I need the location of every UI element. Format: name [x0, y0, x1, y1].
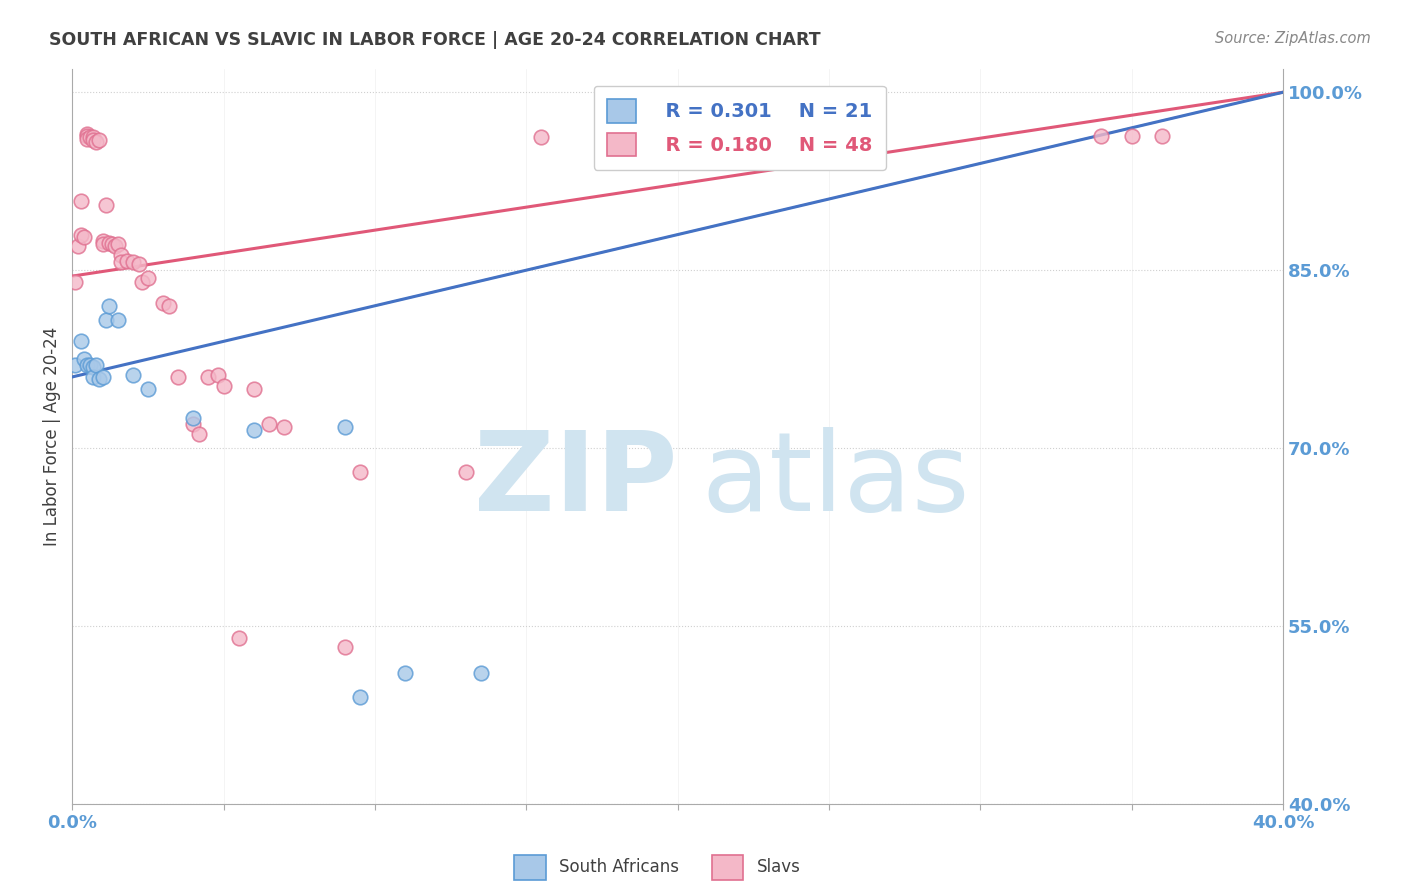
Point: [181, 417, 204, 432]
Point: [228, 631, 250, 645]
Point: [65, 358, 87, 372]
Point: [86, 358, 108, 372]
Bar: [515, 855, 546, 880]
Point: [94, 198, 117, 212]
Point: [333, 640, 356, 655]
Point: [121, 368, 143, 382]
Point: [65, 275, 87, 289]
Point: [89, 372, 111, 386]
Legend:   R = 0.301    N = 21,   R = 0.180    N = 48: R = 0.301 N = 21, R = 0.180 N = 48: [593, 86, 886, 170]
Point: [787, 129, 810, 144]
Point: [157, 299, 180, 313]
Point: [89, 133, 111, 147]
Point: [181, 411, 204, 425]
Point: [107, 313, 129, 327]
Bar: [711, 855, 744, 880]
Point: [82, 370, 104, 384]
Point: [136, 271, 159, 285]
Point: [394, 666, 416, 681]
Point: [97, 299, 120, 313]
Point: [82, 133, 104, 147]
Point: [273, 419, 295, 434]
Point: [454, 465, 477, 479]
Point: [82, 360, 104, 375]
Point: [100, 237, 122, 252]
Point: [91, 234, 114, 248]
Text: Source: ZipAtlas.com: Source: ZipAtlas.com: [1215, 31, 1371, 46]
Point: [131, 275, 153, 289]
Point: [110, 255, 132, 269]
Point: [349, 465, 371, 479]
Point: [188, 426, 211, 441]
Point: [212, 379, 235, 393]
Point: [1150, 129, 1173, 144]
Point: [207, 368, 229, 382]
Point: [70, 194, 93, 209]
Point: [79, 130, 101, 145]
Point: [115, 253, 138, 268]
Point: [530, 130, 553, 145]
Point: [104, 239, 127, 253]
Point: [107, 237, 129, 252]
Point: [636, 130, 658, 145]
Point: [136, 382, 159, 396]
Point: [1090, 129, 1112, 144]
Y-axis label: In Labor Force | Age 20-24: In Labor Force | Age 20-24: [44, 326, 60, 546]
Point: [73, 352, 96, 367]
Point: [91, 237, 114, 252]
Text: Slavs: Slavs: [756, 858, 801, 877]
Point: [197, 370, 219, 384]
Point: [333, 419, 356, 434]
Point: [128, 257, 150, 271]
Point: [257, 417, 280, 432]
Point: [73, 230, 96, 244]
Text: ZIP: ZIP: [474, 427, 678, 534]
Point: [1121, 129, 1143, 144]
Point: [67, 239, 90, 253]
Text: atlas: atlas: [702, 427, 970, 534]
Point: [86, 135, 108, 149]
Point: [97, 235, 120, 250]
Point: [94, 313, 117, 327]
Text: South Africans: South Africans: [560, 858, 679, 877]
Point: [121, 255, 143, 269]
Point: [76, 131, 98, 145]
Point: [76, 127, 98, 141]
Point: [110, 248, 132, 262]
Point: [91, 370, 114, 384]
Point: [76, 129, 98, 144]
Point: [470, 666, 492, 681]
Point: [349, 690, 371, 705]
Point: [243, 382, 266, 396]
Point: [70, 334, 93, 349]
Text: SOUTH AFRICAN VS SLAVIC IN LABOR FORCE | AGE 20-24 CORRELATION CHART: SOUTH AFRICAN VS SLAVIC IN LABOR FORCE |…: [49, 31, 821, 49]
Point: [79, 358, 101, 372]
Point: [70, 227, 93, 242]
Point: [243, 423, 266, 437]
Point: [152, 296, 174, 310]
Point: [76, 358, 98, 372]
Point: [167, 370, 190, 384]
Point: [82, 130, 104, 145]
